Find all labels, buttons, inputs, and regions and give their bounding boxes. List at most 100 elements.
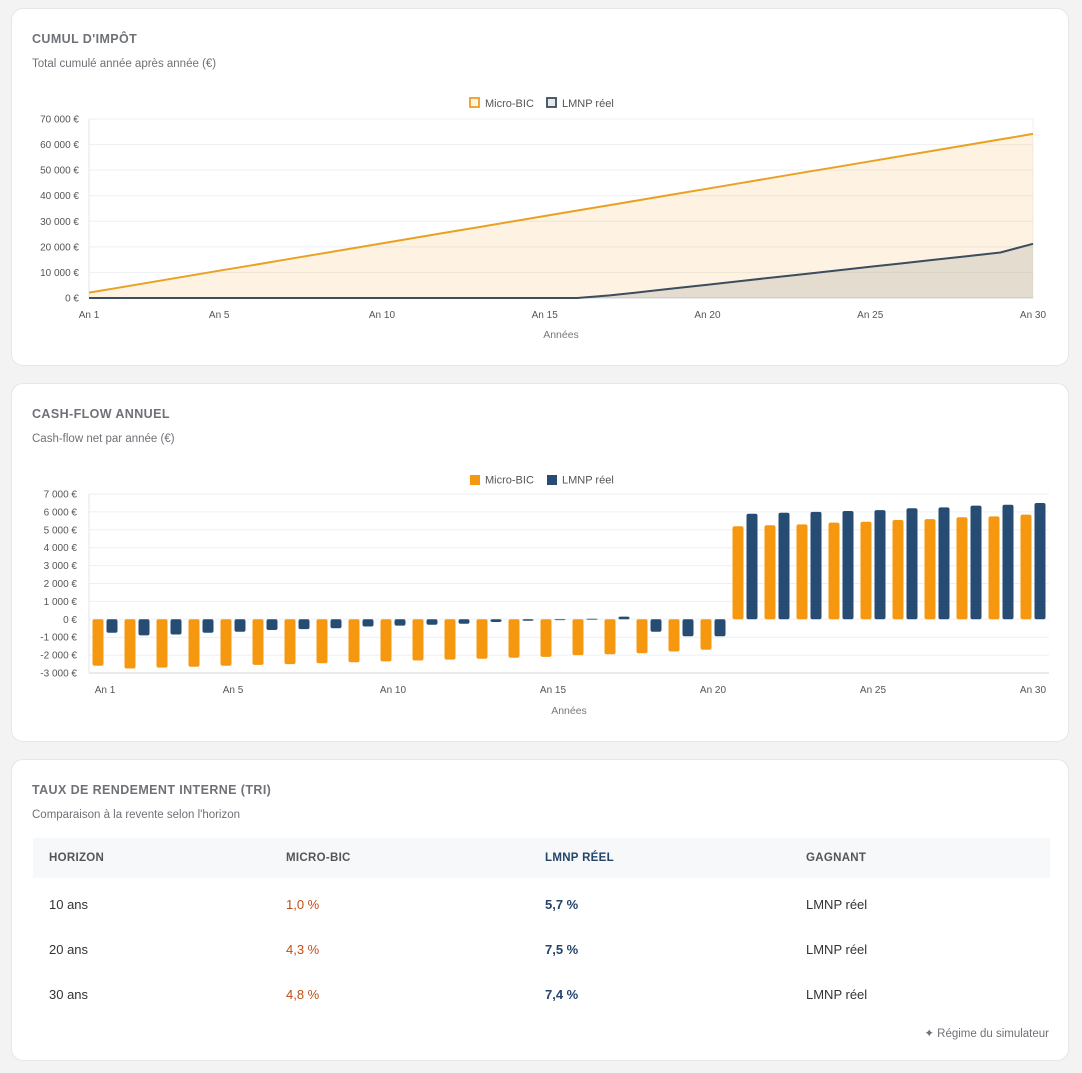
micro-bic-area [89,133,1033,298]
x-tick-label: An 30 [1020,685,1047,696]
bar-micro-bic [188,619,200,667]
bar-micro-bic [924,519,936,620]
header-lmnp-reel: LMNP RÉEL [545,852,614,864]
bar-micro-bic [412,619,424,661]
y-tick-label: 5 000 € [44,525,78,536]
table-row: 20 ans 4,3 % 7,5 % LMNP réel [33,927,1050,972]
bar-lmnp-reel [522,619,534,621]
row-horizon: 30 ans [49,987,89,1002]
bar-micro-bic [540,619,552,657]
bar-micro-bic [988,516,1000,620]
bar-micro-bic [508,619,520,658]
bar-micro-bic [1020,514,1032,620]
bar-lmnp-reel [554,619,566,621]
bar-lmnp-reel [746,513,758,620]
row-winner: LMNP réel [806,942,868,957]
bar-micro-bic [732,526,744,620]
y-tick-label: 3 000 € [44,561,78,572]
bar-micro-bic [220,619,232,666]
bar-lmnp-reel [106,619,118,633]
bar-lmnp-reel [426,619,438,625]
bar-micro-bic [956,517,968,620]
y-tick-label: 1 000 € [44,597,78,608]
tri-table: HORIZON MICRO-BIC LMNP RÉEL GAGNANT 10 a… [33,838,1050,1017]
simulator-regime-note: ✦ Régime du simulateur [924,1028,1049,1040]
bar-lmnp-reel [234,619,246,632]
bar-lmnp-reel [682,619,694,637]
bar-lmnp-reel [1002,504,1014,620]
table-row: 30 ans 4,8 % 7,4 % LMNP réel [33,972,1050,1017]
cashflow-chart: -3 000 € -2 000 € -1 000 € 0 € 1 000 € 2 000 … [40,475,1049,717]
bar-lmnp-reel [938,507,950,620]
row-lmnp-reel: 7,5 % [545,942,579,957]
x-tick-label: An 25 [860,685,887,696]
x-tick-label: An 5 [223,685,244,696]
bar-lmnp-reel [490,619,502,622]
legend-swatch-micro-bic [470,475,480,485]
legend-label-micro-bic: Micro-BIC [485,475,534,487]
bar-lmnp-reel [394,619,406,626]
y-tick-label: 30 000 € [40,217,79,228]
y-tick-label: -3 000 € [40,669,77,680]
bar-micro-bic [316,619,328,664]
tri-subtitle: Comparaison à la revente selon l'horizon [32,809,241,821]
bar-micro-bic [380,619,392,662]
y-tick-label: -2 000 € [40,651,77,662]
tax-cumul-subtitle: Total cumulé année après année (€) [32,58,217,70]
bar-lmnp-reel [618,616,630,620]
row-micro-bic: 4,3 % [286,942,320,957]
row-horizon: 10 ans [49,897,89,912]
bar-lmnp-reel [906,508,918,620]
bar-micro-bic [700,619,712,650]
x-tick-label: An 20 [694,310,721,321]
x-tick-label: An 10 [380,685,407,696]
lmnp-reel-line [89,242,1034,299]
x-tick-label: An 15 [540,685,567,696]
bar-lmnp-reel [714,619,726,637]
cashflow-title: CASH-FLOW ANNUEL [32,407,170,421]
header-winner: GAGNANT [806,852,867,864]
legend-swatch-lmnp-reel [547,475,557,485]
bar-lmnp-reel [170,619,182,635]
bar-lmnp-reel [810,511,822,620]
tax-cumul-card: CUMUL D'IMPÔT Total cumulé année après a… [11,8,1069,366]
bar-micro-bic [892,520,904,620]
y-tick-label: 60 000 € [40,140,79,151]
row-micro-bic: 1,0 % [286,897,320,912]
table-row: 10 ans 1,0 % 5,7 % LMNP réel [33,878,1050,927]
bar-micro-bic [636,619,648,654]
y-tick-label: 50 000 € [40,166,79,177]
y-tick-label: -1 000 € [40,633,77,644]
bar-micro-bic [92,619,104,666]
x-axis-title: Années [551,705,587,717]
bar-lmnp-reel [266,619,278,630]
bar-micro-bic [572,619,584,656]
header-horizon: HORIZON [49,852,105,864]
cashflow-card: CASH-FLOW ANNUEL Cash-flow net par année… [11,383,1069,742]
x-axis-title: Années [543,329,579,341]
bar-micro-bic [604,619,616,655]
bar-micro-bic [348,619,360,663]
x-tick-label: An 20 [700,685,727,696]
bar-lmnp-reel [970,505,982,620]
legend-label-lmnp-reel: LMNP réel [562,475,614,487]
tri-title: TAUX DE RENDEMENT INTERNE (TRI) [32,783,272,797]
x-tick-label: An 1 [95,685,116,696]
bar-lmnp-reel [298,619,310,630]
y-tick-label: 10 000 € [40,268,79,279]
bar-lmnp-reel [138,619,150,636]
bar-lmnp-reel [202,619,214,633]
y-tick-label: 0 € [65,294,79,305]
legend-swatch-lmnp-reel [546,97,557,108]
bar-micro-bic [668,619,680,652]
bar-micro-bic [284,619,296,665]
bar-micro-bic [796,524,808,620]
header-micro-bic: MICRO-BIC [286,852,351,864]
row-winner: LMNP réel [806,897,868,912]
legend-label-lmnp-reel: LMNP réel [562,98,614,110]
x-tick-label: An 30 [1020,310,1047,321]
bar-lmnp-reel [874,510,886,620]
y-tick-label: 20 000 € [40,242,79,253]
micro-bic-line [88,132,1034,294]
legend-swatch-micro-bic [469,97,480,108]
